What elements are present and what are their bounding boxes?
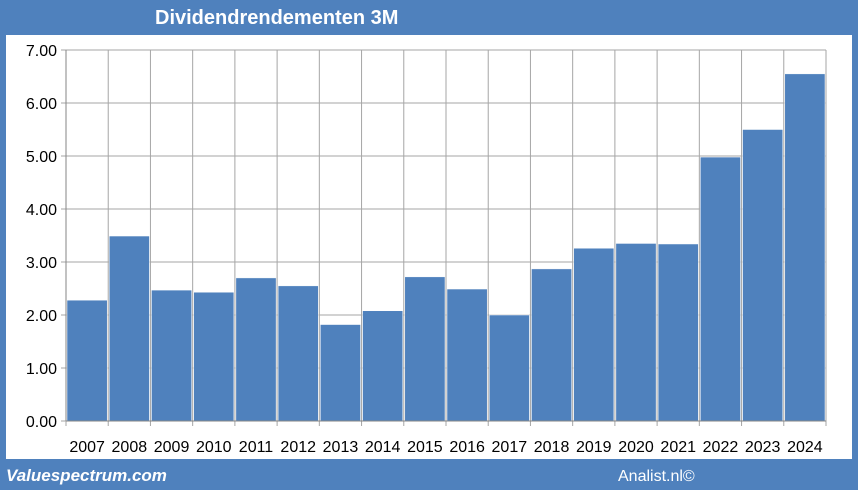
bar-2012 [277, 285, 319, 422]
bar-2023 [742, 129, 784, 422]
bar-chart: 0.00 1.00 2.00 3.00 4.00 5.00 6.00 7.00 2007 2008… [26, 43, 827, 456]
bar-2007 [66, 299, 108, 422]
x-tick-label: 2011 [239, 439, 274, 456]
x-tick-label: 2008 [112, 439, 148, 456]
bar-2021 [657, 243, 699, 422]
x-tick-label: 2010 [196, 439, 232, 456]
x-tick-label: 2020 [618, 439, 654, 456]
bar-2017 [488, 314, 530, 422]
x-tick-label: 2019 [576, 439, 612, 456]
x-tick-label: 2015 [407, 439, 443, 456]
plot-panel: 0.00 1.00 2.00 3.00 4.00 5.00 6.00 7.00 2007 2008… [6, 35, 852, 459]
bar-2013 [320, 324, 361, 422]
bar-2016 [446, 288, 488, 422]
bar-2014 [362, 310, 404, 422]
bar-2022 [700, 156, 741, 422]
bar-2008 [108, 235, 150, 422]
bar-2019 [573, 247, 615, 422]
x-tick-label: 2018 [534, 439, 570, 456]
bar-2010 [193, 291, 235, 422]
brand-label: Valuespectrum.com [6, 466, 167, 485]
bar-2015 [404, 276, 446, 422]
y-tick-label: 1.00 [26, 361, 57, 378]
credit-label: Analist.nl© [618, 468, 695, 485]
x-tick-label: 2023 [745, 439, 781, 456]
chart-title: Dividendrendementen 3M [155, 7, 399, 29]
y-tick-label: 7.00 [26, 43, 57, 60]
bar-2020 [615, 243, 657, 422]
x-tick-label: 2016 [449, 439, 485, 456]
x-tick-label: 2014 [365, 439, 401, 456]
x-tick-label: 2009 [154, 439, 190, 456]
x-tick-label: 2007 [69, 439, 105, 456]
x-tick-label: 2021 [660, 439, 696, 456]
bar-2011 [235, 277, 277, 422]
y-tick-label: 6.00 [26, 96, 57, 113]
bar-2009 [151, 289, 192, 422]
y-tick-label: 0.00 [26, 414, 57, 431]
y-tick-label: 3.00 [26, 255, 57, 272]
y-tick-label: 2.00 [26, 308, 57, 325]
x-tick-label: 2024 [787, 439, 823, 456]
x-tick-label: 2013 [323, 439, 359, 456]
bar-2018 [531, 268, 572, 422]
x-tick-label: 2017 [492, 439, 528, 456]
y-tick-label: 4.00 [26, 202, 57, 219]
bar-2024 [784, 73, 826, 422]
x-tick-label: 2022 [703, 439, 739, 456]
x-tick-label: 2012 [280, 439, 316, 456]
y-tick-label: 5.00 [26, 149, 57, 166]
